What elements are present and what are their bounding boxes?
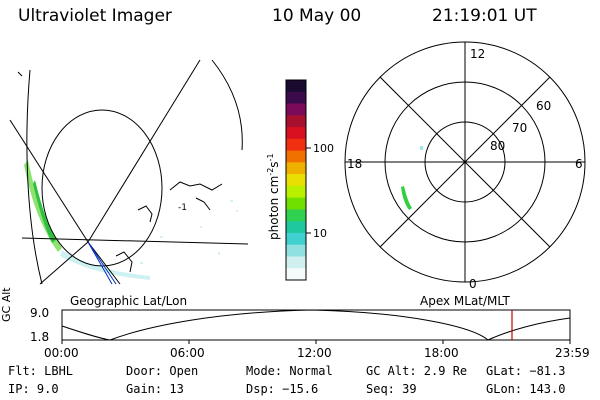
mlat-60: 60 (536, 99, 551, 113)
dsp-info: Dsp: −15.6 (246, 382, 319, 396)
ip-info: IP: 9.0 (8, 382, 59, 396)
gain-info: Gain: 13 (126, 382, 184, 396)
latitude-circle (41, 109, 163, 267)
time-tick-0000: 00:00 (44, 346, 79, 360)
flt-info: Flt: LBHL (8, 364, 74, 378)
polar-aurora (401, 186, 412, 210)
time-tick-2359: 23:59 (555, 346, 590, 360)
colorbar-band (286, 103, 306, 116)
time-label: 21:19:01 UT (432, 6, 537, 26)
colorbar-band (286, 256, 306, 269)
date-label: 10 May 00 (272, 6, 362, 26)
colorbar-band (286, 91, 306, 105)
mlt-12: 12 (470, 47, 485, 61)
colorbar-tick-100: 100 (313, 142, 334, 155)
y-top-label: 9.0 (30, 306, 50, 320)
instrument-title: Ultraviolet Imager (18, 6, 172, 26)
glat-info: GLat: −81.3 (486, 364, 566, 378)
colorbar-band (286, 174, 306, 187)
colorbar-band (286, 197, 306, 210)
colorbar-band (286, 244, 306, 257)
colorbar-band (286, 150, 306, 163)
colorbar-label: photon cm-2s-1 (266, 153, 281, 240)
mlt-0: 0 (469, 277, 477, 291)
colorbar: 100 10 photon cm-2s-1 (266, 79, 334, 281)
colorbar-band (286, 232, 306, 246)
apex-caption: Apex MLat/MLT (420, 294, 510, 308)
door-info: Door: Open (126, 364, 199, 378)
mlt-18: 18 (347, 157, 362, 171)
colorbar-band (286, 138, 306, 152)
polar-plot: 12 18 6 0 60 70 80 (344, 41, 586, 291)
colorbar-band (286, 221, 306, 234)
small-label: -1 (178, 203, 187, 213)
colorbar-band (286, 268, 306, 281)
y-bottom-label: 1.8 (30, 330, 50, 344)
colorbar-band (286, 185, 306, 199)
colorbar-band (286, 209, 306, 222)
colorbar-band (286, 115, 306, 128)
aurora-core (33, 180, 56, 243)
time-tick-1200: 12:00 (297, 346, 332, 360)
geographic-panel: -1 (9, 59, 249, 285)
altitude-curve (61, 309, 571, 341)
colorbar-tick-10: 10 (313, 227, 327, 240)
time-tick-0600: 06:00 (170, 346, 205, 360)
gc-alt-info: GC Alt: 2.9 Re (366, 364, 468, 378)
coastline (169, 181, 223, 191)
gc-alt-axis-label: GC Alt (0, 287, 13, 322)
geographic-caption: Geographic Lat/Lon (70, 294, 188, 308)
colorbar-band (286, 127, 306, 140)
seq-info: Seq: 39 (366, 382, 417, 396)
colorbar-band (286, 80, 306, 93)
mlat-80: 80 (490, 139, 505, 153)
aurora-tail (60, 250, 150, 280)
time-tick-1800: 18:00 (424, 346, 459, 360)
mlt-6: 6 (575, 157, 583, 171)
colorbar-band (286, 162, 306, 175)
glon-info: GLon: 143.0 (486, 382, 566, 396)
orbit-timeline (61, 309, 571, 344)
mode-info: Mode: Normal (246, 364, 333, 378)
mlat-70: 70 (512, 121, 527, 135)
